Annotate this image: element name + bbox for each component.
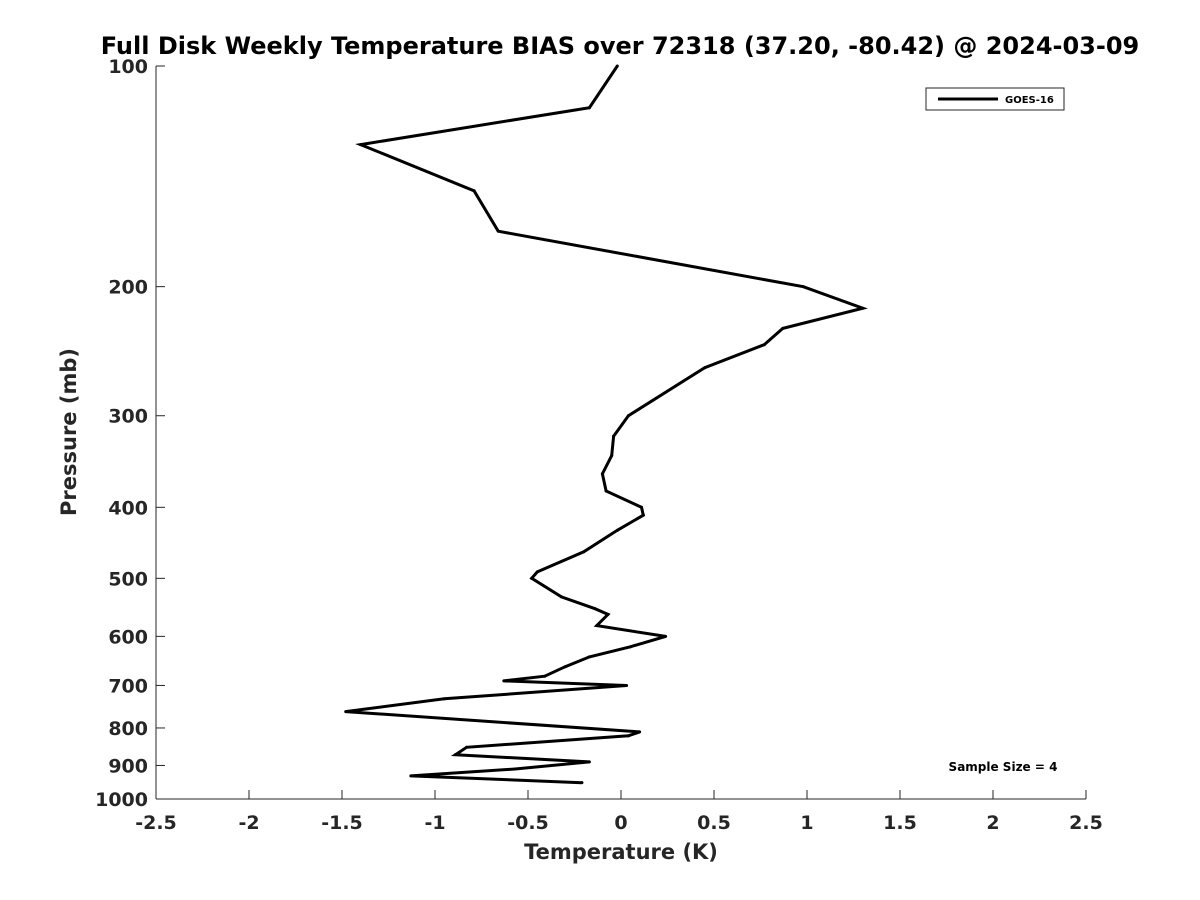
- data-point: [641, 513, 645, 517]
- data-point: [593, 607, 597, 611]
- y-tick-label: 200: [108, 277, 148, 299]
- data-point: [587, 760, 591, 764]
- legend-label-goes-16: GOES-16: [1005, 95, 1054, 106]
- chart-title: Full Disk Weekly Temperature BIAS over 7…: [101, 32, 1140, 60]
- x-tick-label: -2: [238, 812, 259, 834]
- data-point: [344, 710, 348, 714]
- y-tick-label: 1000: [95, 789, 148, 811]
- y-ticks: 100 200 300 400 500 600 700 800 900 1000: [95, 56, 165, 811]
- data-point: [563, 665, 567, 669]
- data-point: [359, 143, 363, 147]
- x-tick-label: 2.5: [1069, 812, 1103, 834]
- data-point: [409, 774, 413, 778]
- x-tick-label: -2.5: [135, 812, 177, 834]
- y-tick-label: 800: [108, 718, 148, 740]
- y-tick-label: 300: [108, 406, 148, 428]
- data-point: [472, 189, 476, 193]
- data-point: [535, 570, 539, 574]
- data-point: [801, 285, 805, 289]
- data-point: [530, 576, 534, 580]
- data-point: [781, 326, 785, 330]
- data-point: [513, 767, 517, 771]
- sample-size-annotation: Sample Size = 4: [949, 760, 1058, 774]
- x-tick-label: -0.5: [507, 812, 549, 834]
- data-point: [606, 612, 610, 616]
- data-point: [604, 489, 608, 493]
- data-point: [496, 229, 500, 233]
- series-line-goes-16: [345, 65, 868, 785]
- y-tick-label: 500: [108, 568, 148, 590]
- data-point: [612, 434, 616, 438]
- data-point: [610, 454, 614, 458]
- data-point: [762, 343, 766, 347]
- x-tick-label: -1: [424, 812, 445, 834]
- x-tick-label: 1: [800, 812, 813, 834]
- data-point: [580, 781, 584, 785]
- data-point: [664, 634, 668, 638]
- data-point: [582, 550, 586, 554]
- data-point: [453, 753, 457, 757]
- x-tick-label: 1.5: [883, 812, 917, 834]
- y-tick-label: 600: [108, 626, 148, 648]
- data-point: [615, 64, 619, 68]
- series-layer: [344, 64, 868, 785]
- y-tick-label: 900: [108, 755, 148, 777]
- data-point: [861, 306, 865, 310]
- x-tick-label: 0: [614, 812, 627, 834]
- data-point: [442, 697, 446, 701]
- y-tick-label: 100: [108, 56, 148, 78]
- y-tick-label: 700: [108, 675, 148, 697]
- y-tick-label: 400: [108, 497, 148, 519]
- data-point: [626, 414, 630, 418]
- data-point: [595, 624, 599, 628]
- data-point: [543, 674, 547, 678]
- data-point: [639, 505, 643, 509]
- data-point: [600, 472, 604, 476]
- data-point: [625, 683, 629, 687]
- data-point: [626, 734, 630, 738]
- data-point: [638, 730, 642, 734]
- legend: GOES-16: [925, 87, 1065, 111]
- data-point: [615, 528, 619, 532]
- x-tick-label: 0.5: [697, 812, 731, 834]
- x-tick-label: -1.5: [321, 812, 363, 834]
- data-point: [465, 745, 469, 749]
- data-point: [703, 366, 707, 370]
- data-point: [628, 645, 632, 649]
- data-point: [559, 595, 563, 599]
- x-tick-label: 2: [986, 812, 999, 834]
- x-ticks: -2.5 -2 -1.5 -1 -0.5 0 0.5 1 1.5 2 2.5: [135, 790, 1103, 834]
- data-point: [502, 679, 506, 683]
- data-point: [587, 106, 591, 110]
- y-axis-label: Pressure (mb): [57, 348, 81, 516]
- data-point: [587, 655, 591, 659]
- x-axis-label: Temperature (K): [524, 840, 718, 864]
